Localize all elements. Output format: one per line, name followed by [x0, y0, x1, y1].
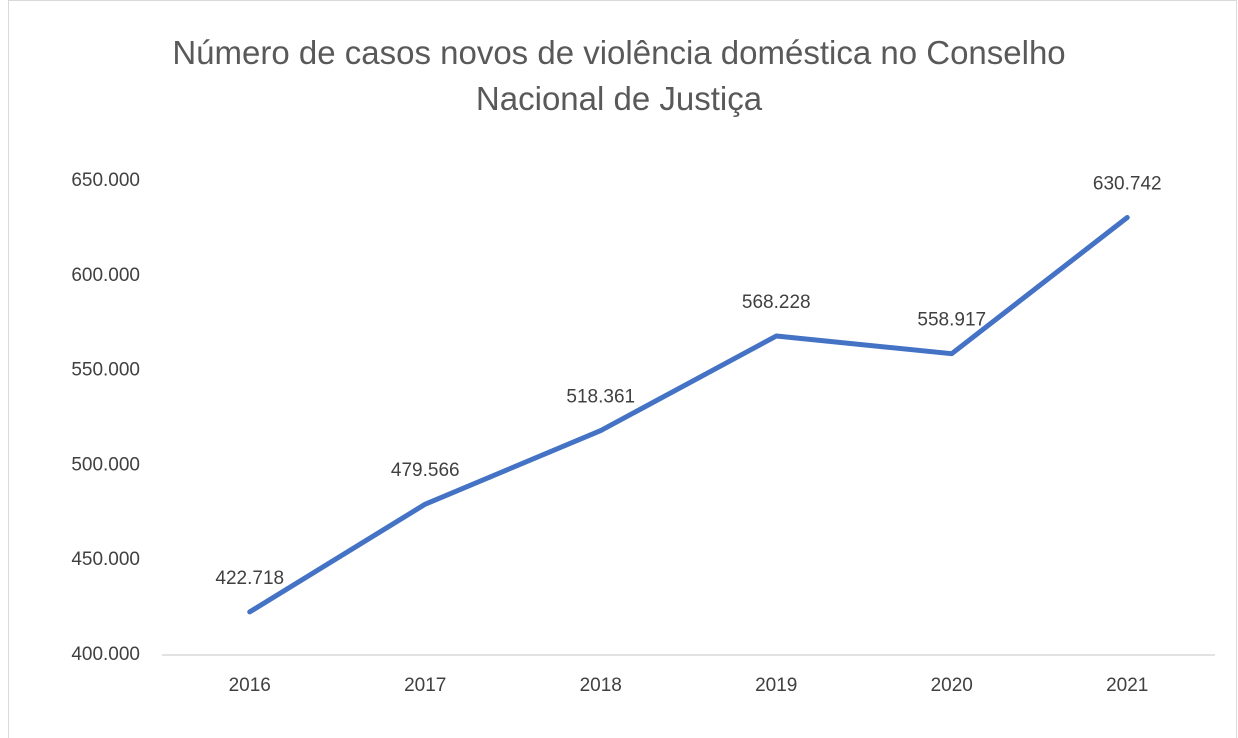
data-label: 630.742 [1093, 174, 1162, 195]
y-tick-label: 450.000 [71, 549, 140, 570]
data-label: 568.228 [742, 292, 811, 313]
data-label: 422.718 [215, 568, 284, 589]
y-tick-label: 550.000 [71, 360, 140, 381]
x-tick-label: 2016 [229, 675, 271, 696]
chart-title: Número de casos novos de violência domés… [172, 34, 1066, 117]
x-tick-label: 2021 [1106, 675, 1148, 696]
x-tick-label: 2018 [580, 675, 622, 696]
x-tick-label: 2020 [931, 675, 973, 696]
y-tick-label: 650.000 [71, 170, 140, 191]
chart-border [8, 0, 1237, 738]
x-tick-label: 2017 [404, 675, 446, 696]
y-tick-label: 600.000 [71, 265, 140, 286]
data-label: 518.361 [566, 387, 635, 408]
line-series [247, 215, 1130, 615]
x-tick-label: 2019 [755, 675, 797, 696]
y-tick-label: 500.000 [71, 454, 140, 475]
data-label: 558.917 [917, 310, 986, 331]
data-label: 479.566 [391, 460, 460, 481]
y-tick-label: 400.000 [71, 644, 140, 665]
